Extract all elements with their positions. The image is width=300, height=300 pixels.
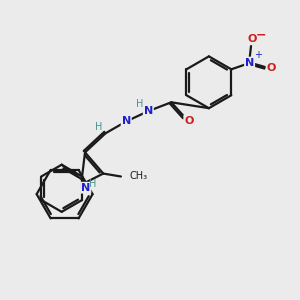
Text: −: −	[255, 28, 266, 41]
Text: O: O	[184, 116, 194, 126]
Text: H: H	[95, 122, 103, 132]
Text: CH₃: CH₃	[129, 172, 147, 182]
Text: O: O	[248, 34, 257, 44]
Text: N: N	[245, 58, 254, 68]
Text: H: H	[88, 179, 96, 189]
Text: O: O	[267, 63, 276, 73]
Text: N: N	[81, 183, 90, 193]
Text: H: H	[136, 99, 144, 109]
Text: +: +	[254, 50, 262, 60]
Text: N: N	[144, 106, 153, 116]
Text: N: N	[122, 116, 131, 126]
